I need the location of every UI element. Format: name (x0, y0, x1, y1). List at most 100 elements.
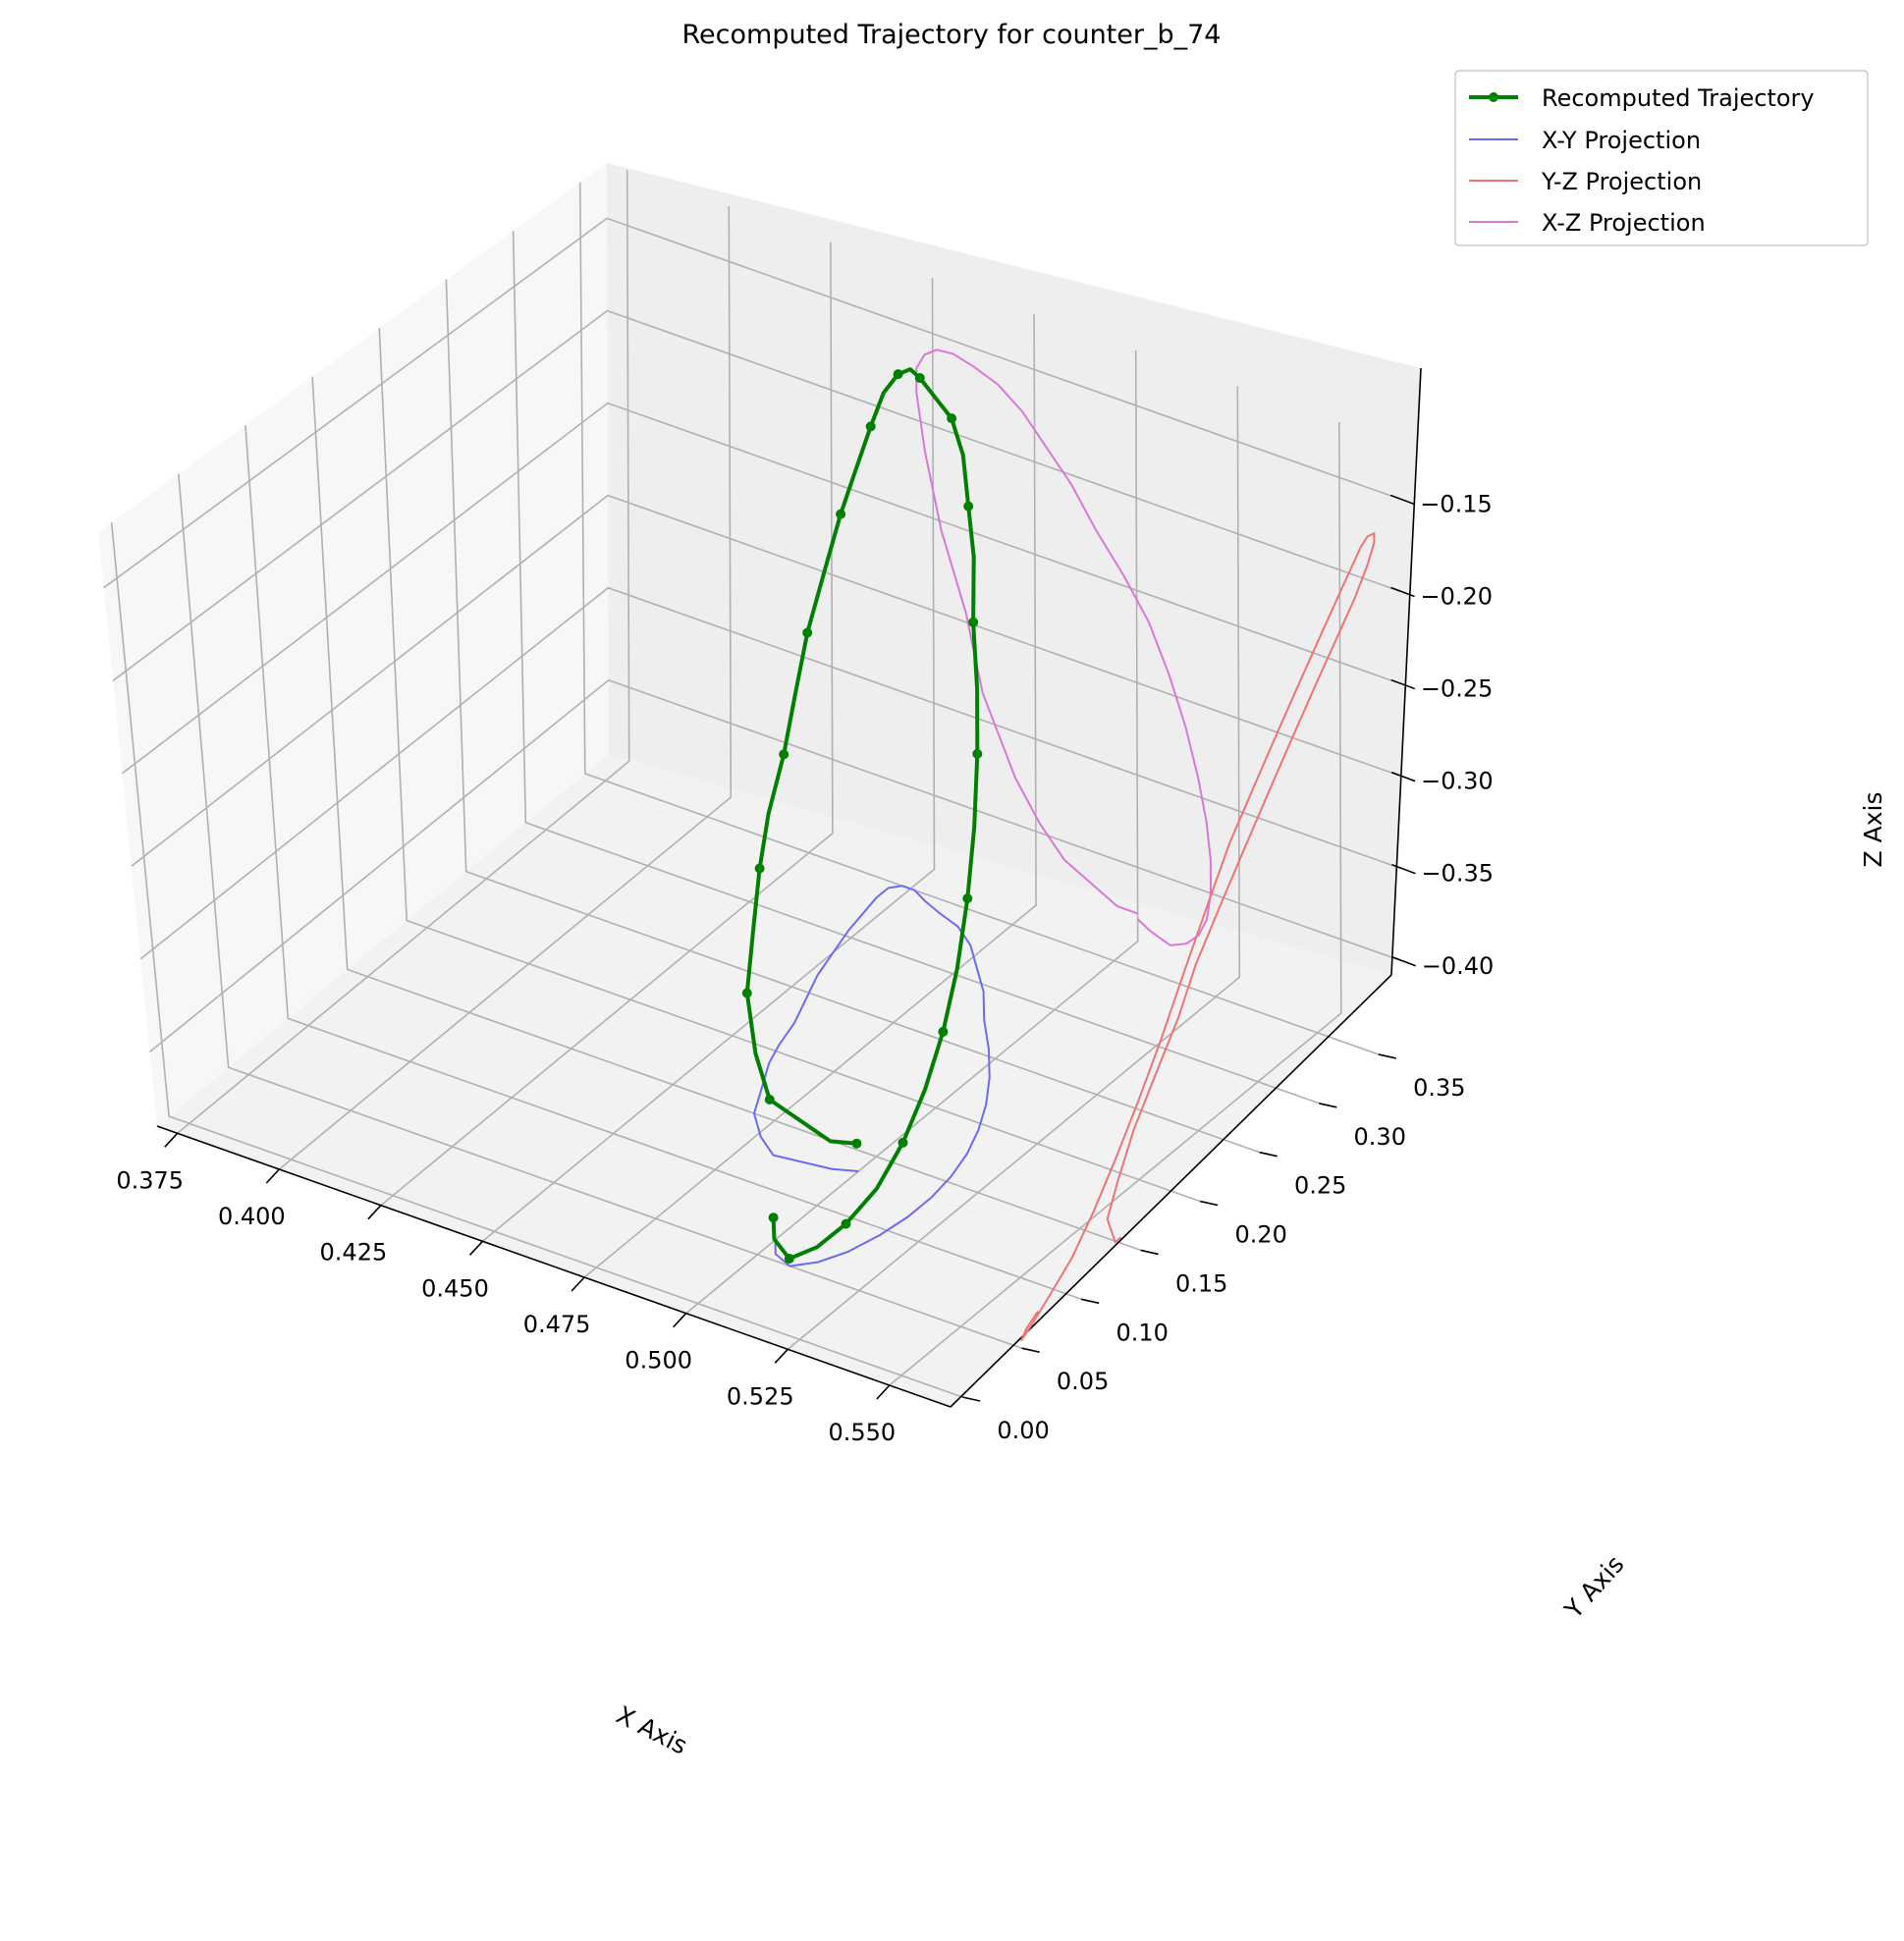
gridline-x-0 (177, 170, 630, 1134)
y-tick-label-1: 0.05 (1057, 1368, 1109, 1395)
trajectory-point-16 (893, 369, 903, 380)
gridline-y-1 (178, 473, 1022, 1349)
gridline-x-4 (583, 313, 1037, 1278)
gridline-z-0 (103, 217, 1401, 589)
legend: Recomputed Trajectory X-Y Projection Y-Z… (1454, 70, 1869, 246)
x-tick-1 (265, 1168, 280, 1184)
z-tick-0 (1389, 494, 1415, 506)
z-tick-label-4: −0.35 (1421, 860, 1494, 888)
legend-label-yz: Y-Z Projection (1541, 168, 1702, 195)
y-tick-1 (1021, 1347, 1040, 1353)
y-tick-label-6: 0.30 (1354, 1123, 1406, 1151)
y-tick-label-3: 0.15 (1175, 1269, 1227, 1297)
left-wall-pane (98, 163, 609, 1126)
x-tick-label-2: 0.425 (320, 1239, 388, 1267)
trajectory-point-14 (865, 421, 876, 432)
gridline-y-3 (311, 376, 1141, 1252)
y-tick-label-0: 0.00 (997, 1417, 1049, 1444)
z-axis-line (1390, 367, 1422, 976)
y-tick-label-2: 0.10 (1115, 1319, 1168, 1346)
z-axis-label: Z Axis (1859, 792, 1887, 868)
x-tick-4 (571, 1276, 585, 1292)
series-trajectory (744, 367, 980, 1261)
gridline-y-6 (512, 231, 1320, 1105)
series-yz-projection (1020, 531, 1376, 1342)
y-tick-2 (1080, 1298, 1100, 1305)
chart-title: Recomputed Trajectory for counter_b_74 (682, 20, 1222, 50)
trajectory-point-8 (779, 749, 789, 760)
y-tick-6 (1319, 1103, 1337, 1108)
trajectory-point-6 (754, 863, 765, 874)
y-tick-3 (1140, 1249, 1159, 1256)
trajectory-point-4 (741, 988, 752, 998)
legend-label-trajectory: Recomputed Trajectory (1542, 84, 1815, 112)
series-layer (741, 349, 1376, 1342)
trajectory-point-18 (914, 373, 925, 383)
legend-entry-xy-projection: X-Y Projection (1469, 127, 1701, 154)
gridline-x-1 (278, 205, 733, 1170)
z-tick-label-0: −0.15 (1420, 490, 1493, 517)
gridline-x-3 (481, 278, 936, 1242)
y-axis-label: Y Axis (1558, 1550, 1629, 1625)
legend-entry-trajectory: Recomputed Trajectory (1469, 84, 1815, 112)
gridline-y-5 (445, 279, 1260, 1154)
z-tick-label-5: −0.40 (1422, 952, 1495, 980)
z-tick-4 (1391, 863, 1416, 875)
gridline-y-7 (578, 182, 1380, 1055)
x-tick-6 (774, 1348, 789, 1364)
legend-label-xy: X-Y Projection (1542, 127, 1701, 154)
trajectory-point-0 (851, 1138, 862, 1149)
y-tick-4 (1200, 1200, 1219, 1207)
legend-label-xz: X-Z Projection (1542, 209, 1706, 237)
x-tick-label-0: 0.375 (116, 1166, 184, 1194)
gridline-x-2 (380, 242, 834, 1207)
gridline-z-2 (121, 402, 1402, 775)
x-tick-label-5: 0.500 (625, 1347, 692, 1375)
z-tick-5 (1391, 956, 1417, 967)
z-tick-2 (1390, 678, 1416, 690)
floor-pane (157, 754, 1391, 1407)
x-tick-0 (164, 1132, 179, 1148)
y-tick-label-5: 0.25 (1294, 1172, 1346, 1200)
x-tick-7 (876, 1384, 891, 1400)
x-tick-3 (468, 1240, 484, 1256)
axis-panes (98, 163, 1421, 1407)
gridline-y-2 (245, 425, 1082, 1301)
trajectory-point-26 (972, 748, 983, 759)
z-tick-label-1: −0.20 (1421, 583, 1494, 611)
gridline-z-3 (131, 494, 1402, 867)
series-xz-projection (915, 349, 1213, 946)
legend-frame (1454, 70, 1869, 246)
grid-lines (103, 170, 1403, 1398)
legend-entry-yz-projection: Y-Z Projection (1469, 168, 1702, 195)
trajectory-point-30 (938, 1026, 949, 1037)
x-tick-2 (367, 1205, 382, 1220)
trajectory-point-10 (802, 627, 813, 638)
trajectory-point-2 (764, 1095, 775, 1105)
gridline-y-0 (110, 522, 963, 1398)
legend-entry-xz-projection: X-Z Projection (1469, 209, 1706, 237)
gridline-x-6 (787, 386, 1241, 1350)
y-tick-7 (1378, 1053, 1396, 1059)
y-tick-label-4: 0.20 (1234, 1221, 1286, 1249)
gridline-z-4 (139, 586, 1402, 960)
x-tick-label-3: 0.450 (421, 1274, 489, 1302)
x-tick-label-4: 0.475 (523, 1311, 591, 1338)
trajectory-point-28 (962, 893, 973, 904)
gridline-x-5 (685, 350, 1139, 1315)
x-tick-5 (673, 1313, 687, 1328)
trajectory-point-32 (898, 1137, 908, 1148)
z-tick-label-3: −0.30 (1421, 768, 1494, 795)
trajectory-point-22 (963, 501, 974, 512)
trajectory-point-12 (836, 509, 846, 519)
x-axis-label: X Axis (612, 1700, 692, 1760)
x-axis-line (156, 1125, 952, 1408)
z-axis-ticks: −0.15 −0.20 −0.25 −0.30 −0.35 −0.40 (1389, 490, 1495, 980)
trajectory-point-36 (784, 1254, 794, 1264)
y-tick-0 (961, 1396, 981, 1402)
x-tick-label-1: 0.400 (218, 1203, 286, 1230)
x-axis-ticks: 0.375 0.400 0.425 0.450 0.475 0.500 0.525 0.550 (116, 1132, 896, 1446)
x-tick-label-6: 0.525 (727, 1382, 794, 1410)
back-wall-pane (607, 163, 1421, 975)
y-tick-label-7: 0.35 (1413, 1074, 1465, 1102)
